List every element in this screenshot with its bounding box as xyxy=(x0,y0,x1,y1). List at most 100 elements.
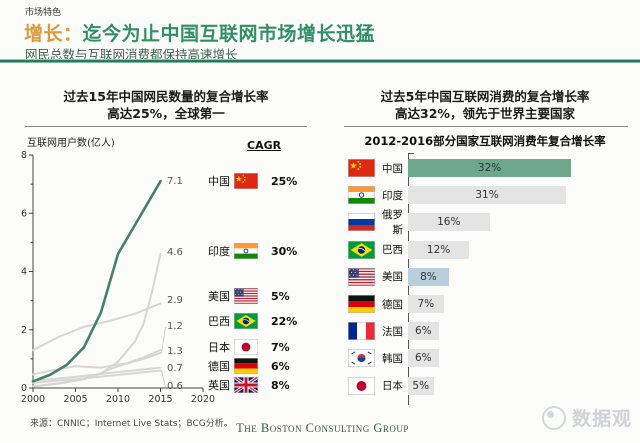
series-line-br xyxy=(32,352,162,388)
country-label: 中国 xyxy=(208,175,230,188)
country-label: 法国 xyxy=(382,325,403,338)
bar-br: 12% xyxy=(408,240,470,259)
bar-row-cn: ★ 中国 32% xyxy=(348,159,572,177)
left-panel-title: 过去15年中国网民数量的复合增长率 高达25%，全球第一 xyxy=(20,88,312,122)
flag-de-icon xyxy=(234,358,258,374)
svg-text:8: 8 xyxy=(21,150,27,161)
legend-row-in: 印度 30% xyxy=(202,242,297,260)
svg-text:2: 2 xyxy=(21,325,27,336)
bar-row-ru: 俄罗斯 16% xyxy=(348,209,490,236)
country-label: 中国 xyxy=(382,162,403,175)
bar-de: 7% xyxy=(408,295,444,313)
bar-value-label: 31% xyxy=(475,189,499,202)
page-title: 增长：迄今为止中国互联网市场增长迅猛 xyxy=(24,19,375,46)
country-label: 韩国 xyxy=(382,352,403,365)
svg-text:0: 0 xyxy=(21,383,27,394)
svg-text:4: 4 xyxy=(21,267,27,278)
bar-fr: 6% xyxy=(408,322,439,341)
bar-row-fr: 法国 6% xyxy=(348,322,439,341)
bar-value-label: 5% xyxy=(412,379,430,392)
end-value-label-br: 1.2 xyxy=(167,321,183,332)
y-axis-label: 互联网用户数(亿人) xyxy=(27,138,115,149)
flag-cn-icon: ★ xyxy=(234,173,258,189)
country-label: 美国 xyxy=(208,290,230,303)
bcg-logo: The Boston Consulting Group xyxy=(236,421,409,435)
bar-value-label: 6% xyxy=(414,352,432,365)
watermark-text: 数据观 xyxy=(571,408,632,430)
bar-row-us: 美国 8% xyxy=(348,267,449,286)
bar-value-label: 7% xyxy=(417,298,435,310)
right-title-line2: 高达32%，领先于世界主要国家 xyxy=(395,106,575,121)
cagr-value: 30% xyxy=(271,244,298,258)
bar-us: 8% xyxy=(408,267,449,286)
cagr-value: 22% xyxy=(271,314,298,328)
flag-jp-icon xyxy=(234,339,258,355)
end-value-label-de: 0.7 xyxy=(167,363,183,374)
bar-chart-title: 2012-2016部分国家互联网消费年复合增长率 xyxy=(364,134,606,148)
svg-text:★: ★ xyxy=(235,174,242,183)
flag-gb-icon xyxy=(234,377,258,393)
legend-row-gb: 英国 8% xyxy=(202,376,290,394)
legend-row-cn: 中国 ★ 25% xyxy=(202,172,297,190)
source-note: 来源：CNNIC；Internet Live Stats；BCG分析。 xyxy=(30,419,233,429)
flag-in-icon xyxy=(234,243,258,259)
bar-in: 31% xyxy=(408,186,567,205)
title-main-text: 迄今为止中国互联网市场增长迅猛 xyxy=(82,23,376,45)
bar-row-in: 印度 31% xyxy=(348,186,567,205)
country-label: 德国 xyxy=(208,360,230,373)
flag-us-icon xyxy=(348,267,375,286)
cagr-value: 8% xyxy=(271,378,290,392)
series-line-jp xyxy=(32,349,162,376)
flag-jp-icon xyxy=(348,376,375,395)
bar-row-br: 巴西 12% xyxy=(348,240,470,259)
header-divider xyxy=(0,59,640,63)
flag-ru-icon xyxy=(348,213,375,232)
bar-row-jp: 日本 5% xyxy=(348,376,434,395)
svg-text:★: ★ xyxy=(349,161,357,171)
flag-fr-icon xyxy=(348,322,375,341)
country-label: 德国 xyxy=(382,298,403,311)
country-label: 美国 xyxy=(382,271,403,284)
page-subtitle: 网民总数与互联网消费都保持高速增长 xyxy=(25,47,238,62)
right-panel-title: 过去5年中国互联网消费的复合增长率 高达32%，领先于世界主要国家 xyxy=(338,88,632,122)
internet-users-line-chart: 0 2 4 6 8 2000 2005 2010 2015 2020 7.1 4.6 2.9 1.2 1.3… xyxy=(21,150,215,405)
cagr-value: 6% xyxy=(271,359,290,373)
country-label: 俄罗斯 xyxy=(382,209,403,237)
country-label: 印度 xyxy=(208,245,230,258)
left-panel-divider xyxy=(25,126,307,127)
country-label: 日本 xyxy=(208,341,230,354)
bar-value-label: 8% xyxy=(420,270,437,283)
cagr-value: 7% xyxy=(271,340,290,354)
svg-text:2020: 2020 xyxy=(191,394,215,405)
watermark: 数据观 xyxy=(541,404,632,431)
legend-row-de: 德国 6% xyxy=(202,357,290,375)
bar-value-label: 12% xyxy=(426,243,451,256)
bar-row-kr: 韩国 6% xyxy=(348,349,439,368)
cagr-value: 25% xyxy=(271,174,298,188)
flag-kr-icon xyxy=(348,349,375,368)
bar-value-label: 16% xyxy=(437,216,461,229)
country-label: 巴西 xyxy=(382,244,403,257)
eyebrow-label: 市场特色 xyxy=(25,8,62,18)
svg-text:2010: 2010 xyxy=(106,394,130,405)
flag-cn-icon: ★ xyxy=(348,159,375,177)
flag-br-icon xyxy=(348,240,375,259)
bar-jp: 5% xyxy=(408,376,434,395)
flag-us-icon xyxy=(234,288,258,304)
right-title-line1: 过去5年中国互联网消费的复合增长率 xyxy=(380,89,590,104)
left-title-line1: 过去15年中国网民数量的复合增长率 xyxy=(63,89,269,104)
end-value-label-gb: 0.6 xyxy=(167,381,183,392)
flag-in-icon xyxy=(348,186,375,205)
bar-chart-axis-tick xyxy=(408,153,414,154)
watermark-logo-icon xyxy=(541,405,566,430)
svg-text:2005: 2005 xyxy=(63,394,87,405)
cagr-value: 5% xyxy=(271,289,290,303)
end-value-label-jp: 1.3 xyxy=(167,346,183,357)
svg-text:2000: 2000 xyxy=(21,394,45,405)
legend-row-jp: 日本 7% xyxy=(202,338,290,356)
country-label: 英国 xyxy=(208,379,230,392)
end-value-label-us: 2.9 xyxy=(167,295,183,306)
end-value-label-cn: 7.1 xyxy=(167,176,183,187)
svg-text:2015: 2015 xyxy=(148,394,172,405)
legend-row-us: 美国 5% xyxy=(202,287,290,305)
